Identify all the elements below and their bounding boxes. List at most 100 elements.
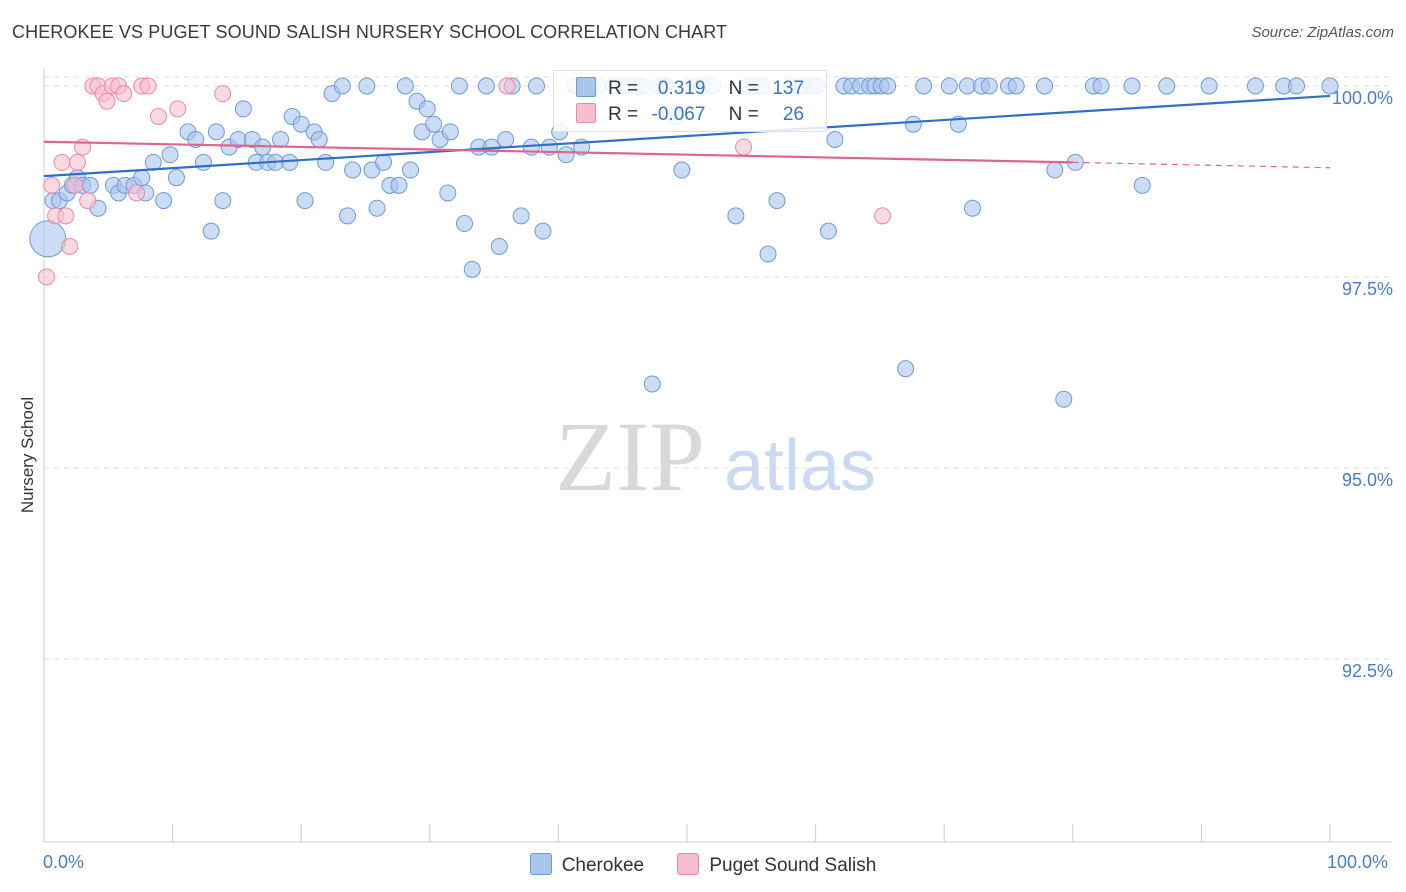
cherokee-point [450, 77, 468, 95]
cherokee-point [557, 146, 575, 164]
cherokee-point [879, 77, 897, 95]
salish-point [53, 153, 71, 171]
watermark-atlas: atlas [724, 426, 876, 506]
cherokee-point [826, 130, 844, 148]
salish-n-value: 26 [782, 104, 805, 125]
cherokee-point [1321, 77, 1339, 95]
salish-point [57, 207, 75, 225]
cherokee-point [528, 77, 546, 95]
cherokee-point [819, 222, 837, 240]
cherokee-point [940, 77, 958, 95]
y-tick-label-3: 92.5% [1342, 661, 1393, 681]
salish-point [61, 237, 79, 255]
cherokee-point [161, 146, 179, 164]
salish-point [79, 192, 97, 210]
legend-row-cherokee: R = 0.319 N = 137 [576, 77, 804, 100]
salish-point [873, 207, 891, 225]
y-tick-label-1: 97.5% [1342, 279, 1393, 299]
chart-title: CHEROKEE VS PUGET SOUND SALISH NURSERY S… [12, 22, 728, 42]
salish-point [139, 77, 157, 95]
cherokee-point [214, 192, 232, 210]
legend: R = 0.319 N = 137 R = -0.067 N = 26 [553, 70, 827, 132]
cherokee-point [155, 192, 173, 210]
salish-point [128, 184, 146, 202]
cherokee-point [1092, 77, 1110, 95]
cherokee-point [396, 77, 414, 95]
cherokee-legend-swatch [529, 853, 552, 875]
cherokee-point [439, 184, 457, 202]
cherokee-point [1046, 161, 1064, 179]
trend-lines [43, 94, 1331, 178]
watermark: ZIP atlas [555, 401, 876, 512]
bottom-legend-cherokee: Cherokee [529, 853, 644, 877]
cherokee-trend-line [43, 94, 1331, 178]
bottom-legend: Cherokee Puget Sound Salish [0, 853, 1406, 877]
y-tick-label-2: 95.0% [1342, 470, 1393, 490]
cherokee-point [768, 192, 786, 210]
salish-point [98, 92, 116, 110]
cherokee-point [207, 123, 225, 141]
cherokee-point [281, 153, 299, 171]
salish-point [66, 176, 84, 194]
cherokee-point [81, 176, 99, 194]
cherokee-point [1246, 77, 1264, 95]
cherokee-point [234, 100, 252, 118]
cherokee-point [368, 199, 386, 217]
salish-r-value: -0.067 [651, 104, 706, 125]
cherokee-point [310, 130, 328, 148]
cherokee-point [512, 207, 530, 225]
cherokee-point [202, 222, 220, 240]
cherokee-swatch [576, 77, 596, 97]
cherokee-point [1288, 77, 1306, 95]
cherokee-point [272, 130, 290, 148]
cherokee-r-value: 0.319 [657, 78, 706, 99]
salish-point [169, 100, 187, 118]
salish-point [498, 77, 516, 95]
cherokee-point [402, 161, 420, 179]
cherokee-point [490, 237, 508, 255]
x-tick-max: 100.0% [1327, 852, 1389, 872]
cherokee-point [1007, 77, 1025, 95]
cherokee-point [338, 207, 356, 225]
cherokee-point [904, 115, 922, 133]
source-label: Source: ZipAtlas.com [1251, 24, 1394, 41]
cherokee-point [187, 130, 205, 148]
cherokee-point [292, 115, 310, 133]
y-tick-label-0: 100.0% [1332, 88, 1393, 108]
salish-point [214, 85, 232, 103]
watermark-zip: ZIP [555, 401, 705, 512]
cherokee-point [456, 215, 474, 233]
cherokee-point [441, 123, 459, 141]
salish-trend-extension [1072, 161, 1331, 169]
cherokee-point [1123, 77, 1141, 95]
salish-point [38, 268, 56, 286]
cherokee-point [1200, 77, 1218, 95]
cherokee-point [897, 360, 915, 378]
cherokee-point [425, 115, 443, 133]
cherokee-point [358, 77, 376, 95]
cherokee-point [194, 153, 212, 171]
cherokee-point [1036, 77, 1054, 95]
cherokee-point [673, 161, 691, 179]
legend-row-salish: R = -0.067 N = 26 [576, 103, 804, 126]
cherokee-point [643, 375, 661, 393]
salish-point [68, 153, 86, 171]
cherokee-point [418, 100, 436, 118]
cherokee-point [390, 176, 408, 194]
bottom-legend-salish: Puget Sound Salish [677, 853, 876, 877]
salish-trend-line [43, 140, 1073, 164]
salish-legend-swatch [677, 853, 700, 875]
salish-swatch [576, 103, 596, 123]
salish-point [149, 108, 167, 126]
cherokee-point [980, 77, 998, 95]
cherokee-point [958, 77, 976, 95]
salish-point [43, 176, 61, 194]
salish-point [735, 138, 753, 156]
cherokee-point [497, 130, 515, 148]
axes [43, 68, 1392, 843]
cherokee-n-value: 137 [772, 78, 805, 99]
cherokee-point [29, 220, 67, 258]
cherokee-point [963, 199, 981, 217]
cherokee-point [333, 77, 351, 95]
